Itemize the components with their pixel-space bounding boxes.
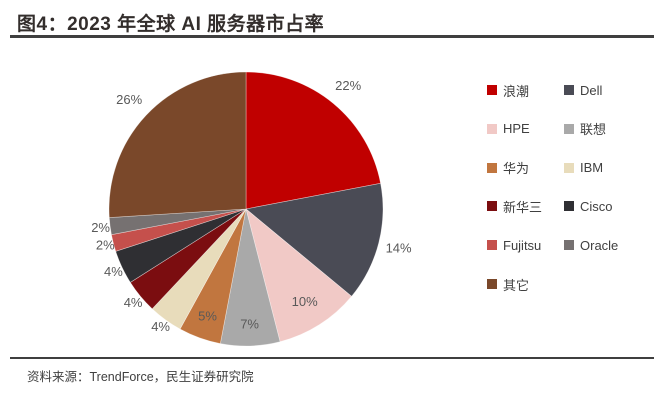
pie-slice-label: 2%: [91, 220, 110, 235]
legend-item-8: Fujitsu: [487, 237, 542, 253]
legend-item-4: 华为: [487, 161, 530, 177]
legend-label: 其它: [503, 277, 530, 293]
legend-swatch: [564, 240, 574, 251]
legend-item-6: 新华三: [487, 199, 543, 215]
pie-slice-0: [245, 71, 381, 210]
pie-slice-label: 4%: [104, 264, 123, 279]
pie-slice-label: 26%: [116, 92, 142, 107]
legend-item-5: IBM: [564, 160, 604, 176]
legend-label: Fujitsu: [503, 237, 542, 253]
pie-slice-2: [245, 208, 352, 343]
legend-item-10: 其它: [487, 277, 530, 293]
pie-slice-1: [245, 182, 384, 297]
legend-item-9: Oracle: [564, 237, 619, 253]
legend-item-1: Dell: [564, 82, 603, 98]
legend-label: Dell: [580, 82, 603, 98]
legend-item-3: 联想: [564, 122, 607, 138]
pie-slice-label: 2%: [96, 238, 115, 253]
legend-swatch: [487, 240, 497, 251]
pie-slice-label: 14%: [386, 241, 412, 256]
legend-swatch: [564, 123, 574, 134]
legend-swatch: [564, 162, 574, 173]
legend-label: 新华三: [503, 199, 543, 215]
pie-slice-label: 4%: [124, 295, 143, 310]
figure-title: 图4：2023 年全球 AI 服务器市占率: [17, 14, 325, 35]
pie-slice-label: 4%: [151, 319, 170, 334]
legend-swatch: [487, 85, 497, 95]
legend-label: 华为: [503, 161, 530, 177]
legend-swatch: [564, 85, 574, 95]
legend-swatch: [487, 279, 497, 289]
legend-label: Oracle: [580, 237, 619, 253]
legend-label: Cisco: [580, 198, 613, 214]
pie-slice-label: 10%: [292, 294, 318, 309]
legend-label: HPE: [503, 121, 530, 137]
pie-slice-label: 22%: [335, 78, 361, 93]
legend-label: IBM: [580, 160, 604, 176]
source-text: 资料来源：TrendForce，民生证券研究院: [27, 370, 254, 384]
source-rule: [10, 357, 654, 359]
legend-swatch: [487, 123, 497, 134]
legend-label: 浪潮: [503, 83, 530, 99]
pie-slice-10: [108, 71, 247, 218]
legend-label: 联想: [580, 122, 607, 138]
legend-item-0: 浪潮: [487, 83, 530, 99]
legend-item-7: Cisco: [564, 198, 613, 214]
pie-slice-label: 7%: [240, 317, 259, 332]
legend-swatch: [487, 162, 497, 173]
title-rule: [10, 35, 654, 38]
legend-swatch: [564, 201, 574, 212]
legend-swatch: [487, 201, 497, 212]
legend-item-2: HPE: [487, 121, 530, 137]
pie-slice-label: 5%: [198, 309, 217, 324]
